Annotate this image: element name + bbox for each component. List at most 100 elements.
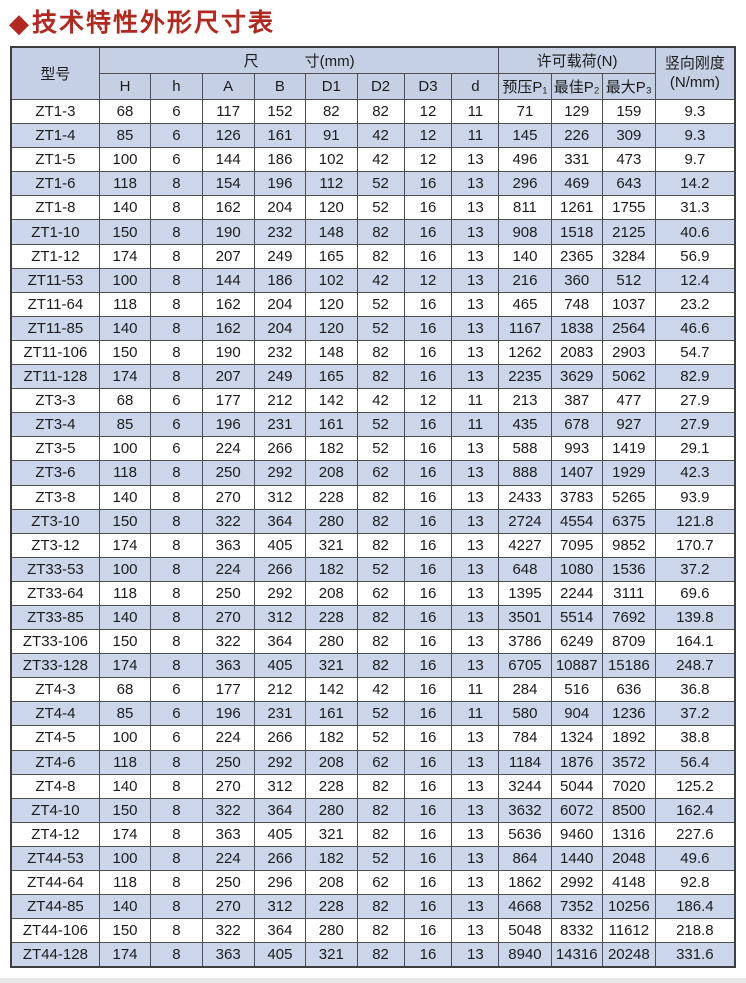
value-cell: 16	[403, 219, 453, 245]
value-cell: 11612	[601, 918, 656, 944]
value-cell: 13	[451, 219, 500, 245]
value-cell: 4668	[498, 894, 552, 920]
value-cell: 42	[356, 677, 405, 703]
value-cell: 7692	[601, 604, 656, 631]
value-cell: 270	[201, 604, 255, 631]
value-cell: 312	[253, 894, 307, 920]
value-cell: 6	[150, 412, 203, 438]
value-cell: 6	[150, 123, 203, 149]
value-cell: 6	[150, 436, 203, 462]
value-cell: 364	[253, 629, 307, 655]
table-row: ZT4-8 140 8 270 312 228 82 16 13 3244 5044 7020 125.…	[10, 773, 736, 799]
value-cell: 16	[403, 821, 453, 847]
value-cell: 7020	[601, 773, 656, 799]
page-bottom-edge	[0, 978, 746, 983]
value-cell: 212	[253, 388, 307, 414]
stiffness-label-line1: 竖向刚度	[664, 54, 725, 72]
value-cell: 82	[356, 243, 405, 269]
value-cell: 13	[451, 484, 500, 510]
value-cell: 68	[98, 677, 152, 703]
value-cell: 27.9	[654, 388, 736, 414]
value-cell: 8500	[601, 797, 656, 823]
value-cell: 363	[201, 942, 255, 968]
value-cell: 2365	[550, 243, 603, 269]
value-cell: 1236	[601, 701, 656, 727]
value-cell: 71	[498, 98, 552, 125]
value-cell: 321	[305, 942, 358, 968]
value-cell: 5044	[550, 773, 603, 799]
value-cell: 5048	[498, 918, 552, 944]
model-cell: ZT33-85	[10, 604, 100, 631]
value-cell: 82	[356, 894, 405, 920]
value-cell: 16	[403, 725, 453, 751]
table-row: ZT3-6 118 8 250 292 208 62 16 13 888 1407 1929 42.3	[10, 460, 736, 486]
value-cell: 280	[305, 918, 358, 944]
value-cell: 2903	[601, 339, 656, 366]
table-row: ZT3-10 150 8 322 364 280 82 16 13 2724 4554 6375 121…	[10, 508, 736, 534]
value-cell: 1184	[498, 749, 552, 775]
value-cell: 1316	[601, 821, 656, 847]
value-cell: 465	[498, 291, 552, 317]
value-cell: 52	[356, 845, 405, 872]
value-cell: 162	[201, 315, 255, 341]
value-cell: 14.2	[654, 171, 736, 197]
value-cell: 92.8	[654, 869, 736, 896]
value-cell: 23.2	[654, 291, 736, 317]
value-cell: 82	[356, 942, 405, 968]
value-cell: 927	[601, 412, 656, 438]
value-cell: 312	[253, 604, 307, 631]
model-cell: ZT4-8	[10, 773, 100, 799]
value-cell: 12	[403, 147, 453, 173]
value-cell: 16	[403, 195, 453, 221]
dim-group-label-right: 寸(mm)	[304, 53, 355, 70]
col-group-load: 许可载荷(N)	[498, 46, 656, 74]
value-cell: 7352	[550, 894, 603, 920]
model-cell: ZT11-64	[10, 291, 100, 317]
value-cell: 232	[253, 219, 307, 245]
value-cell: 13	[451, 918, 500, 944]
table-row: ZT44-53 100 8 224 266 182 52 16 13 864 1440 2048 49.…	[10, 845, 736, 872]
value-cell: 228	[305, 773, 358, 799]
value-cell: 321	[305, 653, 358, 679]
value-cell: 8	[150, 773, 203, 799]
value-cell: 3632	[498, 797, 552, 823]
value-cell: 102	[305, 267, 358, 293]
value-cell: 40.6	[654, 219, 736, 245]
value-cell: 150	[98, 339, 152, 366]
value-cell: 16	[403, 315, 453, 341]
value-cell: 13	[451, 147, 500, 173]
model-cell: ZT4-12	[10, 821, 100, 847]
value-cell: 6	[150, 725, 203, 751]
value-cell: 387	[550, 388, 603, 414]
value-cell: 13	[451, 339, 500, 366]
value-cell: 174	[98, 653, 152, 679]
value-cell: 1037	[601, 291, 656, 317]
value-cell: 6249	[550, 629, 603, 655]
value-cell: 8940	[498, 942, 552, 968]
model-cell: ZT4-3	[10, 677, 100, 703]
value-cell: 8	[150, 749, 203, 775]
value-cell: 6	[150, 98, 203, 125]
value-cell: 140	[98, 195, 152, 221]
value-cell: 312	[253, 484, 307, 510]
value-cell: 249	[253, 364, 307, 390]
value-cell: 62	[356, 869, 405, 896]
value-cell: 331	[550, 147, 603, 173]
value-cell: 13	[451, 267, 500, 293]
value-cell: 204	[253, 315, 307, 341]
value-cell: 8	[150, 243, 203, 269]
table-row: ZT11-53 100 8 144 186 102 42 12 13 216 360 512 12.4	[10, 267, 736, 293]
value-cell: 3111	[601, 580, 656, 606]
value-cell: 11	[451, 701, 500, 727]
value-cell: 1261	[550, 195, 603, 221]
value-cell: 292	[253, 580, 307, 606]
table-row: ZT4-5 100 6 224 266 182 52 16 13 784 1324 1892 38.8	[10, 725, 736, 751]
value-cell: 164.1	[654, 629, 736, 655]
table-row: ZT4-4 85 6 196 231 161 52 16 11 580 904 1236 37.2	[10, 701, 736, 727]
value-cell: 16	[403, 580, 453, 606]
value-cell: 8	[150, 918, 203, 944]
value-cell: 477	[601, 388, 656, 414]
value-cell: 13	[451, 797, 500, 823]
value-cell: 8332	[550, 918, 603, 944]
value-cell: 2433	[498, 484, 552, 510]
